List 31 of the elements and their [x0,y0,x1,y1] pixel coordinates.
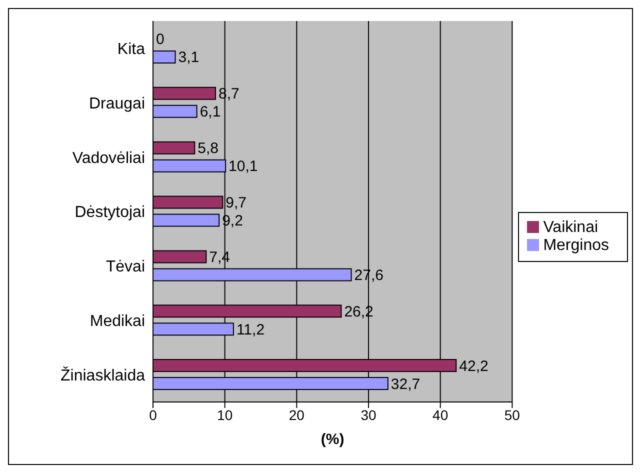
x-tick-label: 50 [504,406,520,423]
data-label: 32,7 [390,376,420,393]
x-axis-title: (%) [320,431,344,448]
x-tick-label: 0 [149,406,158,423]
y-tick-label: Žiniasklaida [60,366,146,384]
x-tick-label: 40 [432,406,448,423]
x-tick-label: 20 [288,406,305,423]
bar [153,141,196,154]
y-tick-label: Dėstytojai [74,204,145,222]
x-tick-label: 10 [217,406,233,423]
y-tick-label: Kita [117,40,146,58]
data-label: 10,1 [228,158,258,176]
x-tick-label: 30 [360,406,377,423]
data-label: 42,2 [459,358,488,375]
y-tick-label: Medikai [90,313,145,330]
bar [153,250,207,264]
y-tick-label: Draugai [88,95,145,112]
legend-label: Merginos [543,236,609,254]
data-label: 9,7 [226,194,247,212]
bar [153,86,216,100]
bar [153,50,176,64]
data-label: 5,8 [198,140,219,158]
y-tick-label: Tėvai [106,258,145,276]
data-label: 11,2 [236,321,265,338]
data-label: 0 [156,31,164,48]
data-label: 3,1 [178,49,200,66]
legend-label: Vaikinai [543,218,598,236]
bar [153,104,198,118]
y-tick-label: Vadovėliai [72,150,145,167]
bar [153,214,220,227]
data-label: 6,1 [200,104,221,121]
